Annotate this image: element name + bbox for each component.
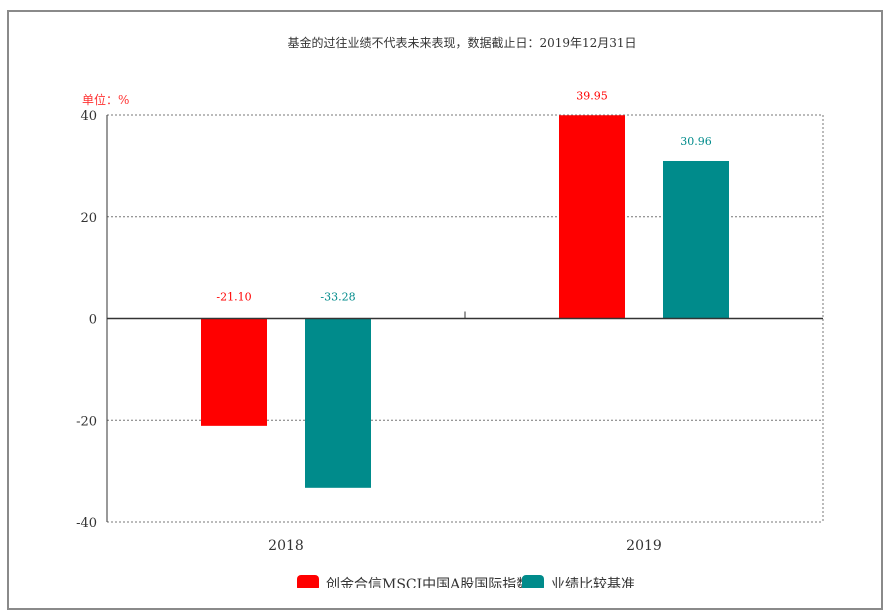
- disclaimer-note: 基金的过往业绩不代表未来表现，数据截止日：2019年12月31日: [287, 35, 636, 50]
- y-axis-ticks: 40 20 0 -20 -40: [76, 109, 97, 531]
- bar: [305, 318, 371, 488]
- x-category-label: 2018: [268, 538, 304, 554]
- bar: [559, 115, 625, 319]
- x-category-label: 2019: [626, 538, 662, 554]
- y-tick-label: 20: [80, 211, 97, 226]
- legend-label: 业绩比较基准: [551, 576, 635, 588]
- y-tick-label: -20: [76, 414, 97, 429]
- legend-label: 创金合信MSCI中国A股国际指数A: [326, 577, 541, 588]
- bar: [663, 160, 729, 319]
- data-label: -33.28: [320, 291, 355, 304]
- y-tick-label: 40: [80, 109, 97, 124]
- bar: [201, 318, 267, 426]
- legend: 创金合信MSCI中国A股国际指数A 业绩比较基准: [297, 575, 635, 588]
- data-label: -21.10: [216, 291, 251, 304]
- chart-frame: [7, 10, 883, 610]
- legend-swatch: [297, 575, 319, 588]
- bars: [201, 115, 729, 488]
- x-axis-categories: 2018 2019: [268, 538, 662, 554]
- data-label: 30.96: [680, 135, 712, 148]
- data-labels: -21.10 -33.28 39.95 30.96: [216, 89, 711, 303]
- bar-chart: 基金的过往业绩不代表未来表现，数据截止日：2019年12月31日 单位：% 40…: [76, 35, 824, 588]
- data-label: 39.95: [576, 89, 608, 102]
- y-tick-label: -40: [76, 516, 97, 531]
- unit-label: 单位：%: [82, 92, 129, 107]
- legend-swatch: [522, 575, 544, 588]
- y-tick-label: 0: [89, 313, 97, 328]
